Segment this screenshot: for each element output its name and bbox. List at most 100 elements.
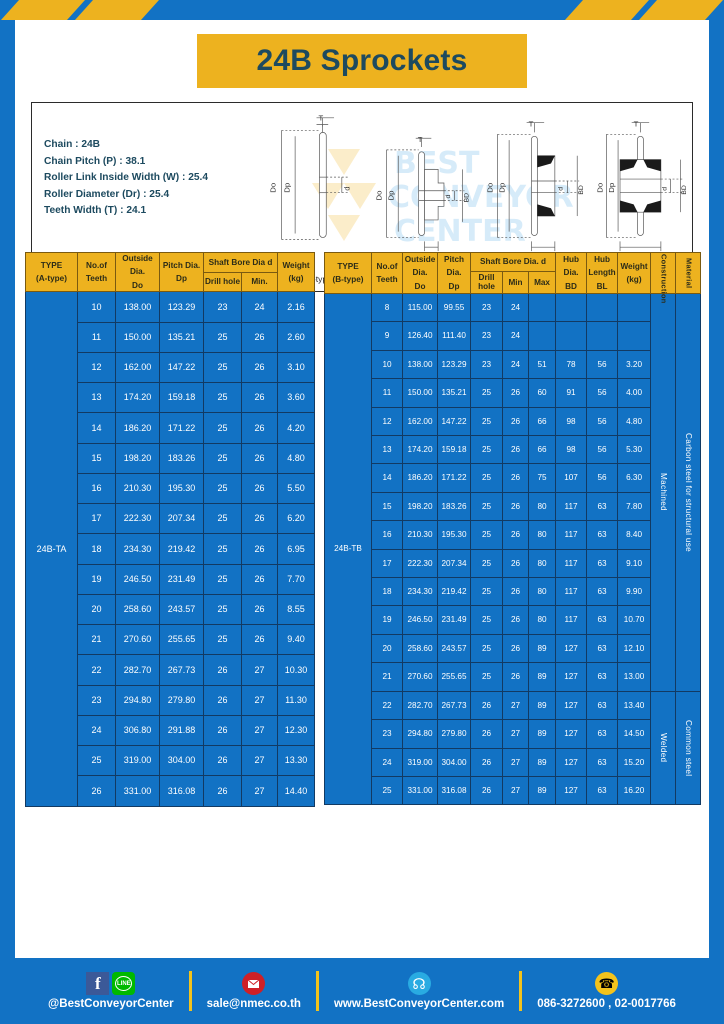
table-cell	[617, 321, 652, 351]
table-cell: 207.34	[159, 503, 204, 535]
table-cell: 4.80	[277, 442, 316, 474]
line-icon[interactable]: LINE	[112, 972, 136, 995]
table-cell: 12.30	[277, 714, 316, 747]
spec-tables: TYPE (A-type) No.of Teeth Outside	[25, 251, 702, 807]
table-cell: 4.20	[277, 412, 316, 444]
table-cell: 117	[555, 491, 588, 522]
svg-text:d: d	[662, 187, 669, 191]
svg-text:BD: BD	[463, 193, 470, 203]
cell-material: Common steel	[675, 690, 702, 806]
table-cell: 18	[77, 533, 116, 565]
table-cell: 23	[203, 291, 242, 323]
table-cell	[528, 321, 557, 351]
table-cell: 9.10	[617, 548, 652, 579]
table-cell: 234.30	[115, 533, 160, 565]
table-cell: 25	[203, 533, 242, 565]
table-row: 18 234.30 219.42 25 26 6.95	[26, 533, 316, 565]
table-cell: 26	[240, 533, 279, 565]
th-outside-1: Outside	[122, 254, 153, 263]
table-cell: 17	[371, 548, 404, 579]
globe-icon[interactable]: ☊	[407, 972, 431, 995]
table-cell: 7.80	[617, 491, 652, 522]
table-b-type: TYPE (B-type) No.of Teeth Outside	[324, 252, 702, 806]
table-cell: 25	[203, 593, 242, 626]
table-a-header-row-2: Drill hole Min.	[26, 271, 315, 293]
th-pitch-1: Pitch Dia.	[162, 260, 201, 270]
table-cell: 186.20	[115, 412, 160, 444]
th-weight-label: Weight	[282, 260, 310, 270]
table-cell: 2.60	[277, 321, 316, 353]
table-cell: 26	[240, 624, 279, 656]
table-cell: 8.55	[277, 593, 316, 626]
footer-social-group[interactable]: f LINE @BestConveyorCenter	[40, 972, 182, 1010]
table-cell: 26	[502, 406, 530, 436]
table-cell: 10	[77, 291, 116, 323]
table-cell: 231.49	[159, 563, 204, 595]
table-cell: 2.16	[277, 291, 316, 323]
th-teeth: No.of Teeth	[371, 252, 404, 294]
table-cell: 138.00	[402, 349, 439, 380]
th-min: Min.	[240, 271, 279, 293]
table-row: 15 198.20 183.26 25 26 80 117 63 7.80	[325, 491, 701, 522]
footer-email-group[interactable]: sale@nmec.co.th	[199, 972, 309, 1010]
table-cell: 26	[240, 503, 279, 535]
table-cell: 219.42	[437, 577, 472, 607]
th-material: Material	[675, 252, 702, 294]
table-cell: 117	[555, 605, 588, 635]
table-cell: 23	[470, 321, 504, 351]
table-cell: 246.50	[402, 605, 439, 635]
table-cell: 23	[371, 719, 404, 749]
table-row: 23 294.80 279.80 26 27 89 127 63 14.50	[325, 719, 701, 749]
table-cell	[555, 321, 588, 351]
footer-web-group[interactable]: ☊ www.BestConveyorCenter.com	[326, 972, 512, 1010]
table-cell: 27	[240, 684, 279, 716]
table-row: 20 258.60 243.57 25 26 8.55	[26, 593, 316, 626]
svg-text:Dp: Dp	[607, 183, 616, 193]
footer-phone-group[interactable]: ☎ 086-3272600 , 02-0017766	[529, 972, 684, 1010]
table-cell: 279.80	[159, 684, 204, 716]
th-hub-len-1: Hub	[594, 254, 610, 264]
table-a-body: 24B-TA 10 138.00 123.29 23 24 2.16 11 150.00 135.…	[25, 291, 316, 807]
table-cell: 26	[240, 442, 279, 474]
table-cell: 26	[502, 520, 530, 550]
table-cell: 171.22	[159, 412, 204, 444]
table-cell: 51	[528, 349, 557, 380]
th-weight-sub: (kg)	[288, 274, 304, 284]
table-cell: 25	[470, 463, 504, 493]
email-icon[interactable]	[242, 972, 266, 995]
table-cell: 14	[77, 412, 116, 444]
table-cell: 24	[240, 291, 279, 323]
th-pitch-dia: Pitch Dia. Dp	[437, 252, 472, 294]
table-cell: 26	[502, 463, 530, 493]
table-cell: 15	[77, 442, 116, 474]
svg-text:BD: BD	[681, 185, 688, 195]
table-cell: 25	[470, 491, 504, 522]
th-hub-dia: Hub Dia. BD	[555, 252, 588, 294]
table-cell: 26	[502, 491, 530, 522]
facebook-icon[interactable]: f	[86, 972, 110, 995]
svg-text:T: T	[634, 120, 639, 129]
table-cell: 25	[470, 605, 504, 635]
table-cell: 25	[470, 520, 504, 550]
table-cell: 27	[240, 654, 279, 686]
table-cell: 66	[528, 434, 557, 465]
table-cell: 89	[528, 662, 557, 692]
phone-icon[interactable]: ☎	[595, 972, 619, 995]
table-cell: 4.00	[617, 378, 652, 408]
table-cell: 56	[586, 378, 619, 408]
table-cell: 20	[371, 633, 404, 664]
table-cell: 26	[240, 412, 279, 444]
table-cell: 26	[240, 593, 279, 626]
table-cell: 135.21	[159, 321, 204, 353]
table-cell: 23	[77, 684, 116, 716]
footer-social-label: @BestConveyorCenter	[48, 998, 174, 1010]
th-pitch-2: Dp	[176, 274, 187, 284]
table-b-header-row-1: TYPE (B-type) No.of Teeth Outside	[324, 252, 702, 304]
table-cell: 56	[586, 463, 619, 493]
table-cell: 63	[586, 690, 619, 721]
th-type-sub: (B-type)	[332, 274, 364, 284]
table-cell: 89	[528, 690, 557, 721]
table-cell: 222.30	[402, 548, 439, 579]
table-cell: 26	[502, 378, 530, 408]
table-cell: 127	[555, 747, 588, 778]
